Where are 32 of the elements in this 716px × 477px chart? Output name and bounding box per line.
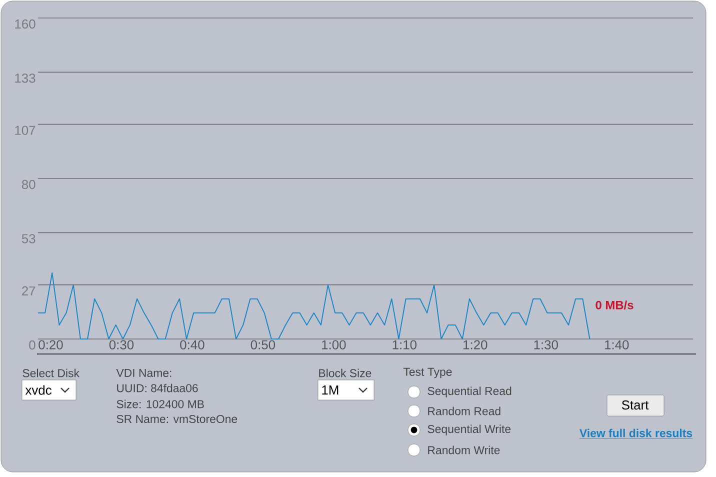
text: Sequential Write [428, 424, 511, 436]
text: Random Write [428, 446, 500, 454]
text: Select Disk [22, 368, 80, 378]
text: Block Size [319, 368, 372, 378]
text: Start [622, 400, 649, 410]
x-tick-label: 1:20 [464, 340, 488, 350]
y-tick-label: 0 [29, 340, 36, 350]
text: VDI Name: [116, 369, 172, 377]
y-tick-label: 160 [15, 19, 36, 29]
text: UUID: 84fdaa06 [117, 384, 198, 392]
y-tick-label: 27 [22, 286, 36, 296]
text: Random Read [428, 406, 500, 416]
x-tick-label: 0:50 [250, 340, 276, 350]
x-tick-label: 1:10 [392, 340, 417, 350]
x-tick-label: 0:20 [38, 340, 63, 350]
text: View full disk results [580, 428, 692, 438]
text: Size: 102400 MB [116, 400, 204, 408]
text: xvdc [25, 385, 52, 395]
text: Sequential Read [428, 386, 512, 398]
y-tick-label: 53 [22, 234, 36, 244]
x-tick-label: 1:30 [534, 340, 558, 350]
x-tick-label: 0:30 [109, 340, 134, 350]
text: Test Type [403, 368, 452, 378]
x-tick-label: 0:40 [180, 340, 204, 350]
y-tick-label: 80 [22, 180, 36, 190]
y-tick-label: 107 [15, 126, 36, 135]
x-tick-label: 1:40 [604, 340, 629, 350]
text: SR Name: vmStoreOne [116, 414, 238, 424]
x-tick-label: 1:00 [322, 340, 346, 350]
text: 1M [322, 386, 338, 394]
annotation: 0 MB/s [596, 300, 634, 310]
y-tick-label: 133 [15, 74, 36, 83]
